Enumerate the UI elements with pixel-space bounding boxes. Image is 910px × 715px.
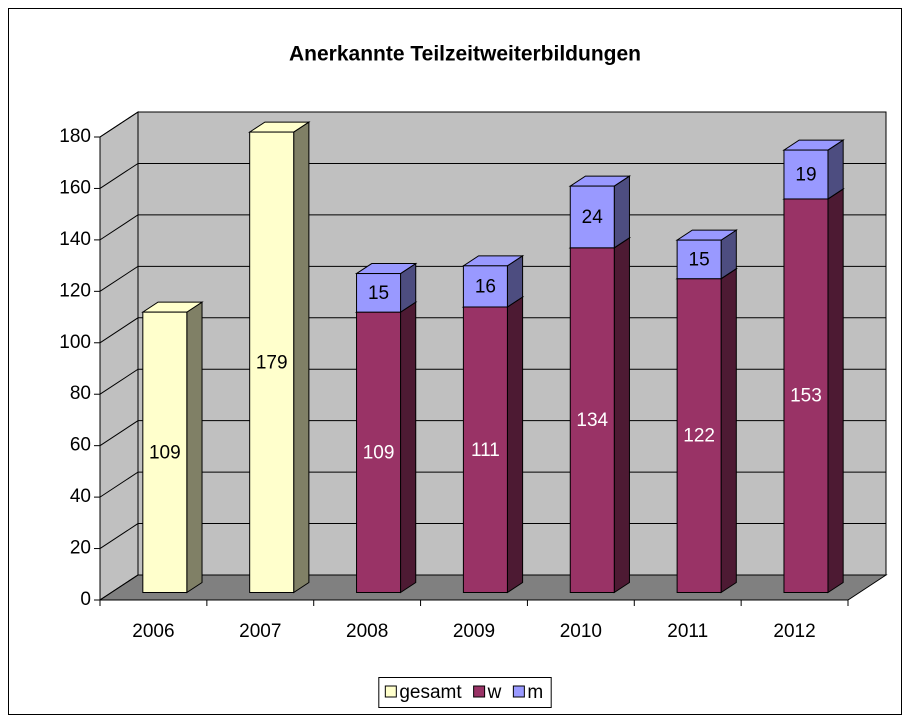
- x-tick-label: 2008: [346, 621, 388, 642]
- data-label: 15: [368, 283, 389, 304]
- data-label: 179: [256, 352, 288, 373]
- bar: [783, 198, 829, 593]
- bar-side: [293, 121, 310, 594]
- chart-title: Anerkannte Teilzeitweiterbildungen: [289, 43, 641, 66]
- legend-label: w: [487, 682, 502, 703]
- grid-line: [99, 471, 886, 498]
- legend-swatch: [512, 685, 525, 698]
- y-tick-label: 60: [70, 435, 91, 456]
- bar: [142, 311, 188, 593]
- bar-side: [613, 175, 630, 249]
- grid-line: [99, 214, 886, 241]
- bar: [462, 306, 508, 593]
- y-tick-label: 80: [70, 383, 91, 404]
- bar: [569, 247, 615, 593]
- grid-line: [99, 317, 886, 344]
- y-tick-label: 100: [59, 332, 91, 353]
- data-label: 24: [582, 207, 604, 228]
- grid-line: [99, 111, 886, 138]
- bar: [783, 149, 829, 200]
- grid-line: [99, 523, 886, 549]
- data-label: 111: [471, 440, 500, 461]
- bar-side: [400, 301, 417, 594]
- bar: [356, 273, 402, 313]
- x-tick-label: 2012: [773, 621, 815, 642]
- x-tick-label: 2011: [667, 621, 708, 642]
- grid-line: [99, 368, 886, 395]
- data-label: 122: [683, 426, 715, 447]
- data-label: 19: [795, 165, 816, 186]
- y-tick-label: 180: [59, 126, 91, 147]
- grid-line: [99, 265, 886, 292]
- y-tick-label: 140: [59, 229, 91, 250]
- data-label: 134: [576, 410, 608, 431]
- legend-label: m: [527, 682, 543, 703]
- x-tick-label: 2010: [560, 621, 602, 642]
- y-tick-label: 20: [70, 538, 91, 559]
- legend-label: gesamt: [399, 682, 462, 703]
- grid-line: [99, 162, 886, 189]
- bar-side: [827, 188, 844, 594]
- bar: [676, 239, 722, 280]
- data-label: 15: [689, 249, 710, 270]
- data-label: 153: [790, 386, 822, 407]
- data-label: 109: [149, 442, 181, 463]
- bar-side: [720, 267, 737, 594]
- x-tick-label: 2009: [453, 621, 495, 642]
- bar: [676, 278, 722, 593]
- x-tick-label: 2007: [239, 621, 281, 642]
- bar: [356, 311, 402, 593]
- bar: [249, 131, 295, 593]
- bar: [569, 185, 615, 249]
- y-tick-label: 160: [59, 177, 91, 198]
- bar-side: [186, 301, 203, 594]
- bar: [462, 265, 508, 308]
- y-tick-label: 120: [59, 280, 91, 301]
- y-tick-label: 40: [70, 486, 91, 507]
- grid-line: [99, 574, 886, 601]
- grid-line: [99, 420, 886, 447]
- bar-side: [613, 236, 630, 594]
- data-label: 109: [363, 442, 395, 463]
- data-label: 16: [475, 276, 496, 297]
- x-tick-label: 2006: [132, 621, 174, 642]
- bar-side: [506, 296, 524, 594]
- legend-swatch: [473, 685, 486, 698]
- legend-swatch: [384, 685, 397, 698]
- y-tick-label: 0: [80, 589, 91, 610]
